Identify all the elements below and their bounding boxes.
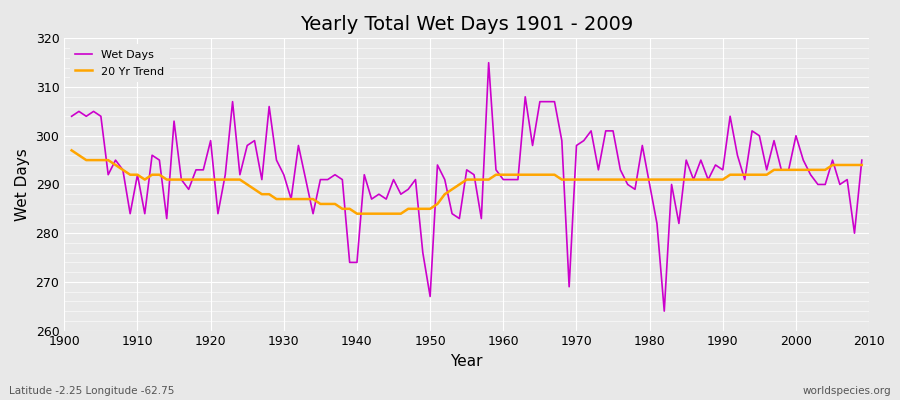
Wet Days	[329, 172, 340, 177]
20 Yr Trend	[498, 172, 508, 177]
20 Yr Trend	[505, 172, 516, 177]
20 Yr Trend	[285, 197, 296, 202]
Wet Days	[483, 60, 494, 65]
Wet Days	[125, 211, 136, 216]
20 Yr Trend	[857, 162, 868, 167]
20 Yr Trend	[329, 202, 340, 206]
20 Yr Trend	[125, 172, 136, 177]
Wet Days	[505, 177, 516, 182]
20 Yr Trend	[593, 177, 604, 182]
Wet Days	[593, 168, 604, 172]
Line: Wet Days: Wet Days	[72, 63, 862, 311]
Y-axis label: Wet Days: Wet Days	[15, 148, 30, 221]
Wet Days	[659, 309, 670, 314]
20 Yr Trend	[67, 148, 77, 153]
Wet Days	[285, 197, 296, 202]
X-axis label: Year: Year	[451, 354, 483, 369]
Wet Days	[498, 177, 508, 182]
Title: Yearly Total Wet Days 1901 - 2009: Yearly Total Wet Days 1901 - 2009	[300, 15, 634, 34]
Wet Days	[857, 158, 868, 162]
20 Yr Trend	[352, 211, 363, 216]
Legend: Wet Days, 20 Yr Trend: Wet Days, 20 Yr Trend	[70, 44, 169, 82]
Line: 20 Yr Trend: 20 Yr Trend	[72, 150, 862, 214]
Text: worldspecies.org: worldspecies.org	[803, 386, 891, 396]
Wet Days	[67, 114, 77, 119]
Text: Latitude -2.25 Longitude -62.75: Latitude -2.25 Longitude -62.75	[9, 386, 175, 396]
